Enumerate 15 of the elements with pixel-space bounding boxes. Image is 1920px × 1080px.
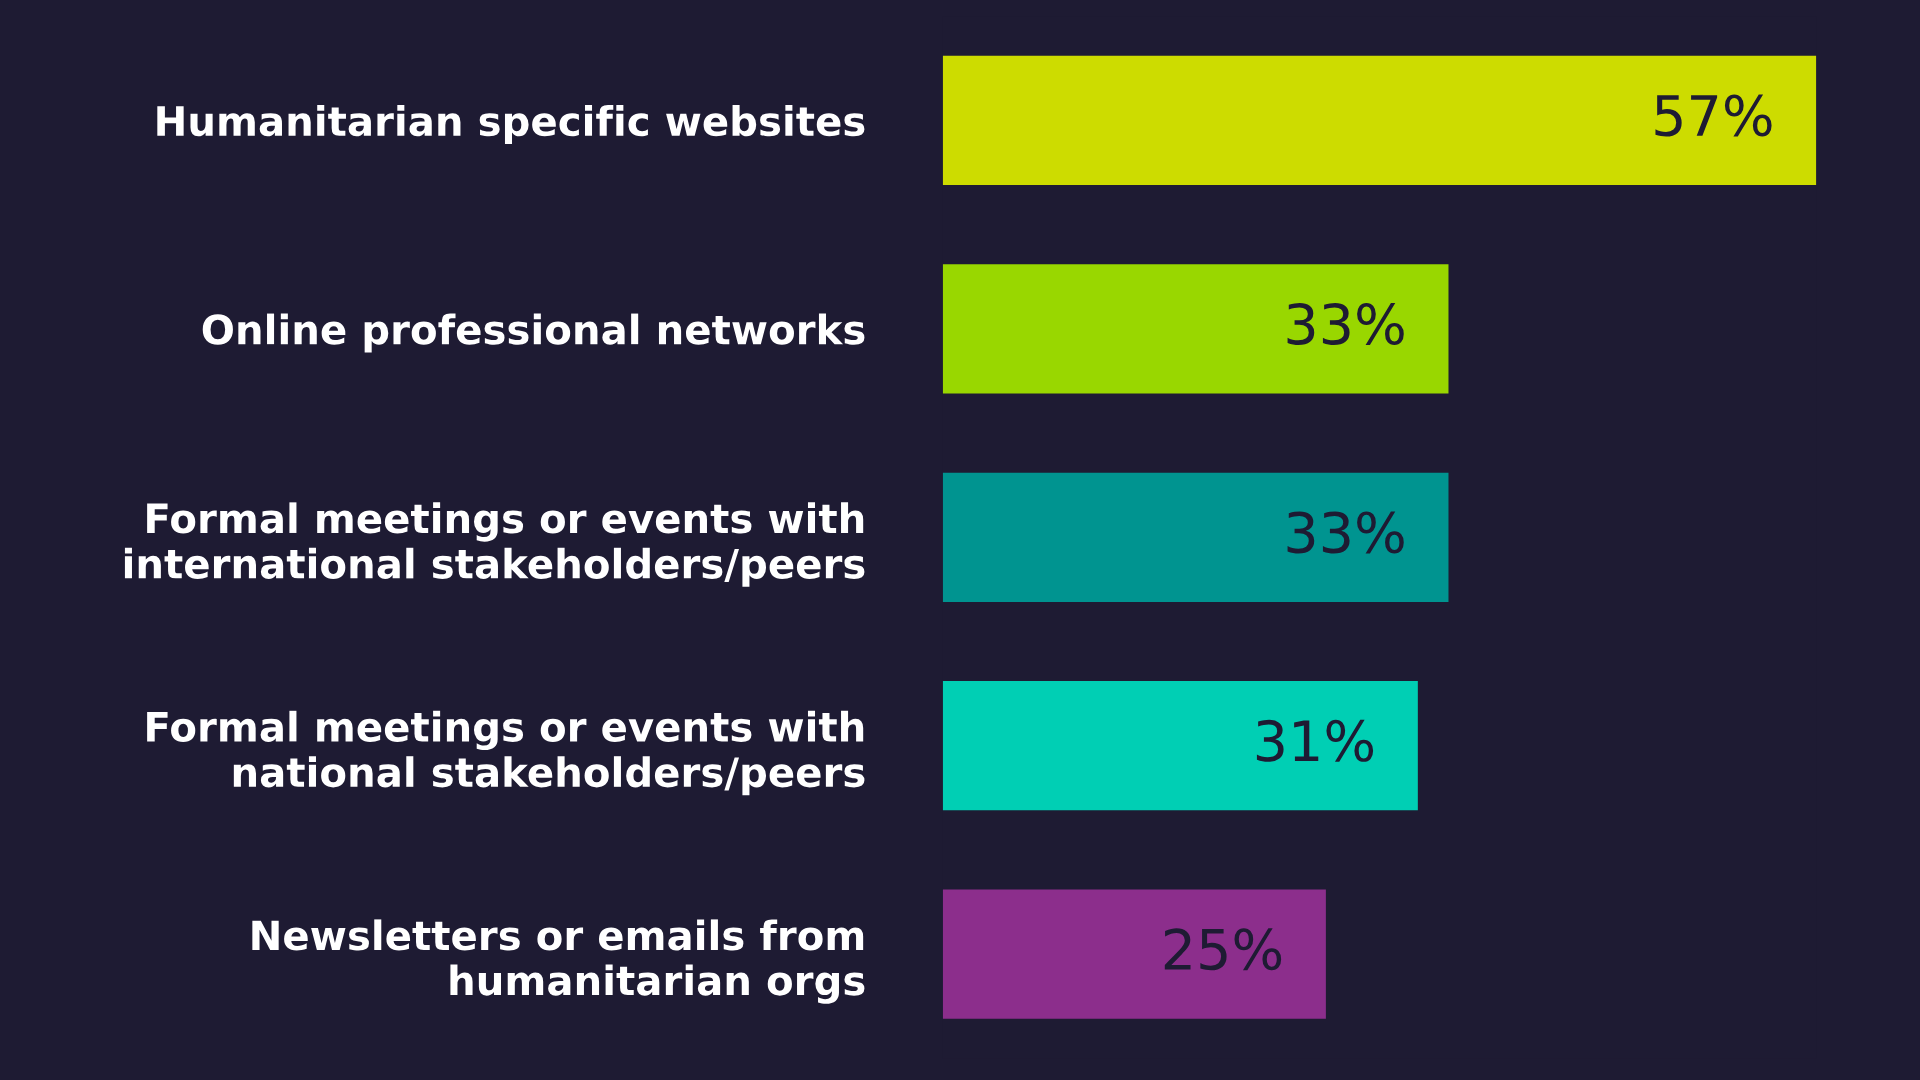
data-label: 57% [1655,94,1772,137]
y-tick-label: Newsletters or emails from humanitarian orgs [252,919,865,1004]
bar [942,264,1449,394]
bar [942,472,1449,602]
y-tick-label: Formal meetings or events with national stakeholders/peers [147,710,865,796]
bar [942,55,1817,186]
data-label: 31% [1256,719,1374,762]
data-label: 25% [1164,928,1282,971]
y-tick-label: Humanitarian specific websites [157,105,865,145]
bar [942,681,1418,811]
data-label: 33% [1287,511,1404,554]
y-tick-label: Formal meetings or events with international stakeholders/peers [124,502,865,587]
y-tick-label: Online professional networks [202,313,865,353]
data-label: 33% [1287,302,1404,345]
bar [942,889,1326,1019]
